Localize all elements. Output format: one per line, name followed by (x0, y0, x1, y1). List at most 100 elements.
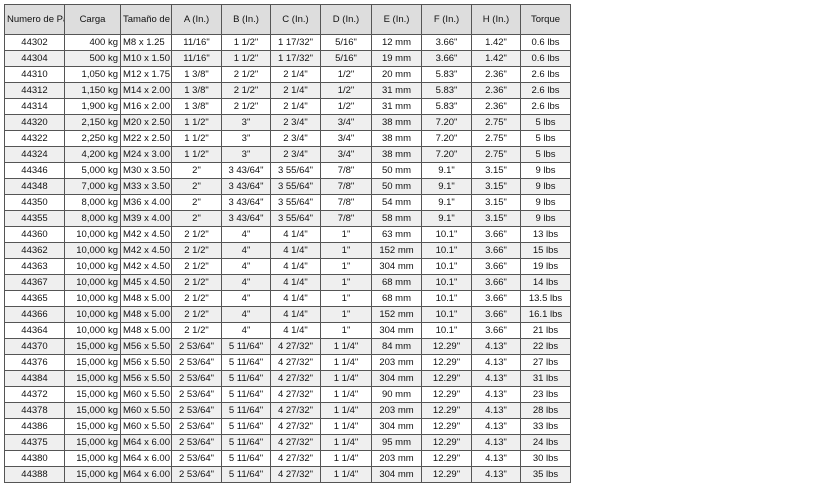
table-cell: M56 x 5.50 (120, 354, 172, 371)
table-cell: 1" (320, 290, 372, 307)
table-cell: M30 x 3.50 (120, 162, 172, 179)
column-header: F (In.) (421, 4, 472, 35)
table-cell: 4.13" (471, 386, 521, 403)
table-cell: 2 53/64" (171, 450, 222, 467)
table-cell: 10.1" (421, 258, 472, 275)
table-cell: 12.29" (421, 370, 472, 387)
table-cell: 44314 (4, 98, 65, 115)
column-header: Numero de Parte (4, 4, 65, 35)
table-cell: 5 11/64" (221, 418, 271, 435)
table-cell: 31 lbs (520, 370, 571, 387)
table-row: 44302 400 kg M8 x 1.25 11/16" 1 1/2" 1 17/32"… (4, 34, 571, 51)
table-cell: 2 53/64" (171, 402, 222, 419)
table-cell: 44370 (4, 338, 65, 355)
table-row: 44324 4,200 kg M24 x 3.00 1 1/2" 3" 2 3/4" 3/4… (4, 146, 571, 163)
table-cell: 44312 (4, 82, 65, 99)
table-cell: 10,000 kg (64, 322, 121, 339)
table-cell: 38 mm (371, 146, 422, 163)
table-row: 44304 500 kg M10 x 1.50 11/16" 1 1/2" 1 17/32… (4, 50, 571, 67)
table-cell: 10,000 kg (64, 242, 121, 259)
table-cell: 1 1/4" (320, 434, 372, 451)
table-cell: 95 mm (371, 434, 422, 451)
table-cell: 13 lbs (520, 226, 571, 243)
table-cell: 0.6 lbs (520, 50, 571, 67)
table-cell: 35 lbs (520, 466, 571, 483)
table-cell: M60 x 5.50 (120, 402, 172, 419)
table-cell: 1 1/4" (320, 466, 372, 483)
table-cell: 3 43/64" (221, 178, 271, 195)
table-cell: 1" (320, 306, 372, 323)
table-cell: 14 lbs (520, 274, 571, 291)
table-row: 44384 15,000 kg M56 x 5.50 2 53/64" 5 11/64"… (4, 370, 571, 387)
table-cell: 3 55/64" (270, 194, 321, 211)
table-cell: 5 11/64" (221, 402, 271, 419)
table-cell: 21 lbs (520, 322, 571, 339)
table-cell: 304 mm (371, 466, 422, 483)
table-cell: 15 lbs (520, 242, 571, 259)
table-cell: 2" (171, 178, 222, 195)
table-cell: 4.13" (471, 370, 521, 387)
table-cell: 4" (221, 226, 271, 243)
table-cell: 3" (221, 146, 271, 163)
table-cell: 4.13" (471, 402, 521, 419)
table-cell: 152 mm (371, 306, 422, 323)
table-cell: 44304 (4, 50, 65, 67)
table-cell: 5 11/64" (221, 386, 271, 403)
column-header: Torque (520, 4, 571, 35)
table-cell: 1/2" (320, 66, 372, 83)
table-cell: 10.1" (421, 226, 472, 243)
table-cell: M14 x 2.00 (120, 82, 172, 99)
table-cell: 4" (221, 274, 271, 291)
table-cell: M42 x 4.50 (120, 226, 172, 243)
table-cell: 44372 (4, 386, 65, 403)
table-cell: 3.66" (471, 258, 521, 275)
table-cell: 2 1/2" (171, 226, 222, 243)
table-row: 44364 10,000 kg M48 x 5.00 2 1/2" 4" 4 1/4" 1"… (4, 322, 571, 339)
table-row: 44350 8,000 kg M36 x 4.00 2" 3 43/64" 3 55/64… (4, 194, 571, 211)
table-cell: 4.13" (471, 450, 521, 467)
table-cell: 2 1/2" (171, 242, 222, 259)
table-cell: 5 11/64" (221, 354, 271, 371)
table-cell: 4 27/32" (270, 338, 321, 355)
table-cell: 4" (221, 306, 271, 323)
table-row: 44363 10,000 kg M42 x 4.50 2 1/2" 4" 4 1/4" 1"… (4, 258, 571, 275)
table-cell: 203 mm (371, 402, 422, 419)
table-cell: 1 1/2" (221, 50, 271, 67)
table-cell: 4 27/32" (270, 386, 321, 403)
table-row: 44362 10,000 kg M42 x 4.50 2 1/2" 4" 4 1/4" 1"… (4, 242, 571, 259)
table-cell: 2 53/64" (171, 386, 222, 403)
table-cell: 3 43/64" (221, 162, 271, 179)
table-cell: 44348 (4, 178, 65, 195)
table-cell: 38 mm (371, 130, 422, 147)
table-cell: M22 x 2.50 (120, 130, 172, 147)
table-cell: M56 x 5.50 (120, 338, 172, 355)
table-cell: 28 lbs (520, 402, 571, 419)
table-cell: 9 lbs (520, 162, 571, 179)
table-cell: 2 3/4" (270, 146, 321, 163)
table-cell: 3 55/64" (270, 162, 321, 179)
table-cell: 3/4" (320, 130, 372, 147)
table-cell: 7/8" (320, 162, 372, 179)
table-cell: 44384 (4, 370, 65, 387)
table-cell: 4,200 kg (64, 146, 121, 163)
table-cell: 4" (221, 242, 271, 259)
table-cell: 10,000 kg (64, 306, 121, 323)
table-cell: 4 27/32" (270, 434, 321, 451)
table-cell: 4.13" (471, 354, 521, 371)
table-cell: M39 x 4.00 (120, 210, 172, 227)
column-header: C (In.) (270, 4, 321, 35)
table-cell: 3" (221, 130, 271, 147)
table-cell: 304 mm (371, 322, 422, 339)
table-cell: 4 1/4" (270, 274, 321, 291)
table-cell: 58 mm (371, 210, 422, 227)
table-row: 44388 15,000 kg M64 x 6.00 2 53/64" 5 11/64"… (4, 466, 571, 483)
table-cell: 44365 (4, 290, 65, 307)
table-cell: 3 43/64" (221, 194, 271, 211)
table-cell: 16.1 lbs (520, 306, 571, 323)
table-cell: 12.29" (421, 354, 472, 371)
table-cell: 44367 (4, 274, 65, 291)
column-header: E (In.) (371, 4, 422, 35)
table-cell: 4" (221, 290, 271, 307)
table-cell: 12 mm (371, 34, 422, 51)
table-cell: 1/2" (320, 82, 372, 99)
